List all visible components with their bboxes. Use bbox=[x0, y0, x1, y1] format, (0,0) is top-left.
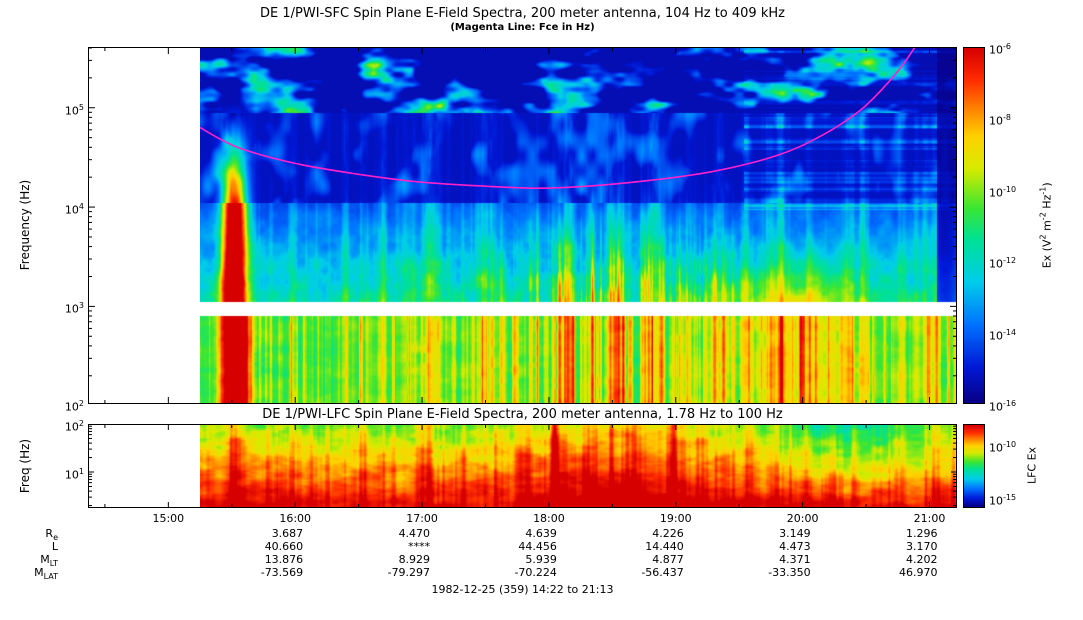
sfc-spectrogram-canvas bbox=[200, 48, 956, 403]
ephemeris-value: 8.929 bbox=[398, 553, 431, 566]
lfc-colorbar-canvas bbox=[964, 425, 984, 507]
x-axis-tick-label: 17:00 bbox=[406, 512, 438, 525]
sfc-axis-ticks bbox=[89, 48, 956, 403]
x-axis-tick-label: 18:00 bbox=[533, 512, 565, 525]
ephemeris-value: 4.473 bbox=[779, 540, 811, 553]
ephemeris-value: 1.296 bbox=[906, 527, 938, 540]
lfc-colorbar-tick-label: 10-10 bbox=[989, 440, 1017, 455]
lfc-y-tick-label: 102 bbox=[64, 419, 84, 434]
ephemeris-value: 4.371 bbox=[779, 553, 811, 566]
ephemeris-value: 5.939 bbox=[525, 553, 557, 566]
x-axis-tick-label: 20:00 bbox=[786, 512, 819, 525]
lfc-spectrogram-panel bbox=[88, 424, 957, 508]
ephemeris-value: 3.149 bbox=[779, 527, 811, 540]
sfc-colorbar-tick-label: 10-10 bbox=[989, 184, 1017, 200]
sfc-colorbar-tick-label: 10-16 bbox=[989, 399, 1017, 414]
lfc-colorbar bbox=[963, 424, 985, 508]
ephemeris-value: -70.224 bbox=[514, 566, 557, 579]
sfc-title: DE 1/PWI-SFC Spin Plane E-Field Spectra,… bbox=[260, 6, 785, 21]
sfc-y-axis-label: Frequency (Hz) bbox=[18, 179, 32, 271]
ephemeris-value: 44.456 bbox=[518, 540, 557, 553]
ephemeris-value: 4.877 bbox=[652, 553, 684, 566]
sfc-y-tick-label: 102 bbox=[64, 399, 84, 414]
lfc-spectrogram-canvas bbox=[200, 425, 956, 507]
sfc-y-tick-label: 105 bbox=[64, 102, 84, 118]
ephemeris-value: -56.437 bbox=[641, 566, 684, 579]
sfc-subtitle: (Magenta Line: Fce in Hz) bbox=[450, 22, 595, 33]
ephemeris-value: **** bbox=[408, 540, 431, 553]
lfc-colorbar-tick-label: 10-15 bbox=[989, 492, 1017, 508]
ephemeris-value: -73.569 bbox=[260, 566, 304, 579]
x-axis-tick-label: 16:00 bbox=[279, 512, 312, 525]
sfc-colorbar-tick-label: 10-8 bbox=[989, 113, 1011, 129]
ephemeris-value: 3.687 bbox=[271, 527, 304, 540]
ephemeris-value: 3.170 bbox=[906, 540, 938, 553]
ephemeris-value: 4.202 bbox=[906, 553, 938, 566]
lfc-y-tick-label: 101 bbox=[64, 467, 84, 482]
ephemeris-value: 13.876 bbox=[264, 553, 304, 566]
ephemeris-row-label: MLT bbox=[40, 553, 58, 569]
x-axis-tick-label: 15:00 bbox=[152, 512, 185, 525]
ephemeris-row-label: MLAT bbox=[34, 566, 58, 582]
sfc-colorbar-tick-label: 10-6 bbox=[989, 42, 1011, 57]
ephemeris-value: 46.970 bbox=[899, 566, 938, 579]
sfc-colorbar-tick-label: 10-14 bbox=[989, 327, 1017, 343]
ephemeris-value: -79.297 bbox=[387, 566, 431, 579]
ephemeris-value: 4.470 bbox=[398, 527, 431, 540]
ephemeris-row-label: Re bbox=[45, 527, 58, 543]
lfc-title: DE 1/PWI-LFC Spin Plane E-Field Spectra,… bbox=[262, 407, 783, 422]
x-axis-tick-label: 21:00 bbox=[913, 512, 946, 525]
sfc-colorbar-label: Ex (V2 m-2 Hz-1) bbox=[1038, 182, 1054, 269]
ephemeris-value: 14.440 bbox=[645, 540, 684, 553]
fce-line bbox=[199, 48, 916, 190]
sfc-spectrogram-panel bbox=[88, 47, 957, 404]
ephemeris-row-label: L bbox=[51, 540, 58, 553]
sfc-colorbar-tick-label: 10-12 bbox=[989, 256, 1017, 271]
ephemeris-value: -33.350 bbox=[768, 566, 811, 579]
ephemeris-value: 4.639 bbox=[525, 527, 557, 540]
lfc-colorbar-label: LFC Ex bbox=[1025, 446, 1039, 485]
sfc-y-tick-label: 103 bbox=[64, 301, 84, 317]
x-axis-tick-label: 19:00 bbox=[659, 512, 692, 525]
sfc-colorbar bbox=[963, 47, 985, 404]
ephemeris-value: 4.226 bbox=[652, 527, 684, 540]
ephemeris-value: 40.660 bbox=[264, 540, 304, 553]
sfc-y-tick-label: 104 bbox=[64, 202, 84, 217]
sfc-colorbar-canvas bbox=[964, 48, 984, 403]
time-range-footer: 1982-12-25 (359) 14:22 to 21:13 bbox=[431, 583, 614, 596]
lfc-axis-ticks bbox=[89, 425, 956, 507]
